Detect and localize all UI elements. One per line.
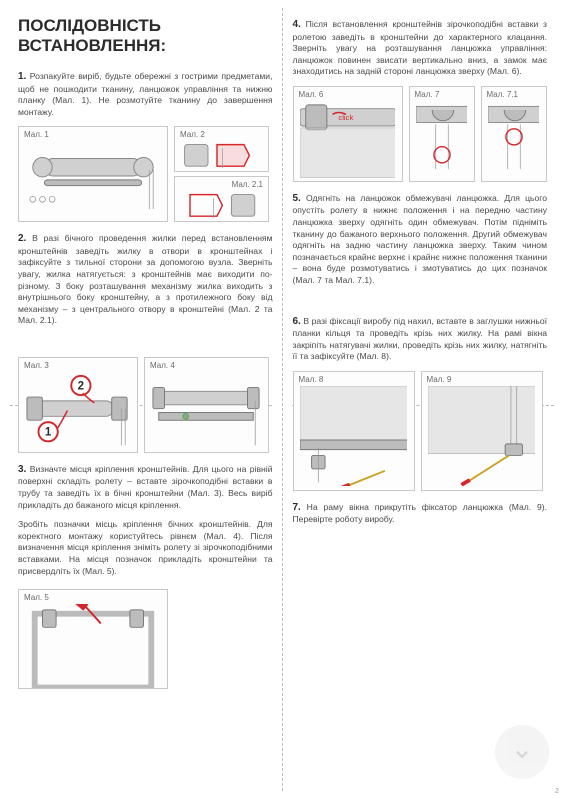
step-7-text: На раму вікна прикрутіть фіксатор ланцюж… [293,502,548,525]
step-5-num: 5. [293,193,301,204]
figure-3-label: Мал. 3 [24,361,49,370]
figure-row-2: Мал. 3 1 2 Мал. 4 [18,357,273,453]
figure-3: Мал. 3 1 2 [18,357,138,453]
figure-row-1: Мал. 1 Мал. 2 [18,126,273,222]
step-6: 6. В разі фіксації виробу під нахил, вст… [293,315,548,363]
figure-2-1: Мал. 2.1 [174,176,269,222]
figure-7: Мал. 7 [409,86,475,182]
figure-2: Мал. 2 [174,126,269,172]
watermark-icon [495,725,549,779]
page: ПОСЛІДОВНІСТЬ ВСТАНОВЛЕННЯ: 1. Розпакуйт… [0,0,565,799]
step-6-text: В разі фіксації виробу під нахил, вставт… [293,316,548,362]
figure-1: Мал. 1 [18,126,168,222]
step-3b: Зробіть позначки місць кріплення бічних … [18,519,273,577]
step-7: 7. На раму вікна прикрутіть фіксатор лан… [293,501,548,526]
figure-4-illus [151,372,262,449]
figure-9-label: Мал. 9 [427,375,452,384]
figure-row-3: Мал. 6 click Мал. 7 [293,86,548,182]
figure-2-1-illus [181,191,262,222]
figure-6: Мал. 6 click [293,86,403,182]
step-2-text: В разі бічного проведення жилки перед вс… [18,233,273,325]
step-1: 1. Розпакуйте виріб, будьте обережні з г… [18,70,273,118]
step-3: 3. Визначте місця кріплення кронштейнів.… [18,463,273,511]
figure-5-label: Мал. 5 [24,593,49,602]
svg-text:2: 2 [78,380,84,392]
step-4-num: 4. [293,19,301,30]
step-7-num: 7. [293,502,301,513]
figure-5-illus [25,604,161,688]
figure-row-4: Мал. 8 Мал. 9 [293,371,548,491]
figure-4-label: Мал. 4 [150,361,175,370]
figure-2-1-label: Мал. 2.1 [232,180,263,189]
figure-5: Мал. 5 [18,589,168,689]
figure-6-label: Мал. 6 [299,90,324,99]
step-1-text: Розпакуйте виріб, будьте обережні з гост… [18,71,273,117]
figure-1-label: Мал. 1 [24,130,49,139]
step-1-num: 1. [18,71,26,82]
step-4: 4. Після встановлення кронштейнів зірочк… [293,18,548,78]
figure-3-illus: 1 2 [25,372,131,449]
figure-1-illus [25,141,161,219]
figure-7-label: Мал. 7 [415,90,440,99]
figure-7-1-illus [488,101,540,173]
page-title: ПОСЛІДОВНІСТЬ ВСТАНОВЛЕННЯ: [18,16,273,56]
step-5: 5. Одягніть на ланцюжок обмежувачі ланцю… [293,192,548,287]
step-4-text: Після встановлення кронштейнів зірочкопо… [293,19,548,76]
figure-8-label: Мал. 8 [299,375,324,384]
figure-6-illus: click [300,101,396,178]
figure-9-illus [428,386,536,486]
figure-8-illus [300,386,408,486]
left-column: ПОСЛІДОВНІСТЬ ВСТАНОВЛЕННЯ: 1. Розпакуйт… [0,0,283,799]
figure-7-1: Мал. 7.1 [481,86,547,182]
page-number: 2 [555,788,559,795]
figure-9: Мал. 9 [421,371,543,491]
figure-4: Мал. 4 [144,357,269,453]
step-3b-text: Зробіть позначки місць кріплення бічних … [18,519,273,575]
step-2-num: 2. [18,233,26,244]
svg-text:1: 1 [45,427,52,439]
right-column: 4. Після встановлення кронштейнів зірочк… [283,0,565,799]
step-3-num: 3. [18,464,26,475]
figure-2-col: Мал. 2 Мал. 2.1 [174,126,269,222]
figure-8: Мал. 8 [293,371,415,491]
figure-7-1-label: Мал. 7.1 [487,90,518,99]
figure-2-label: Мал. 2 [180,130,205,139]
step-3-text: Визначте місця кріплення кронштейнів. Дл… [18,464,273,510]
step-2: 2. В разі бічного проведення жилки перед… [18,232,273,327]
figure-2-illus [181,141,262,172]
step-6-num: 6. [293,316,301,327]
figure-7-illus [416,101,468,173]
step-5-text: Одягніть на ланцюжок обмежувачі ланцюжка… [293,193,548,285]
